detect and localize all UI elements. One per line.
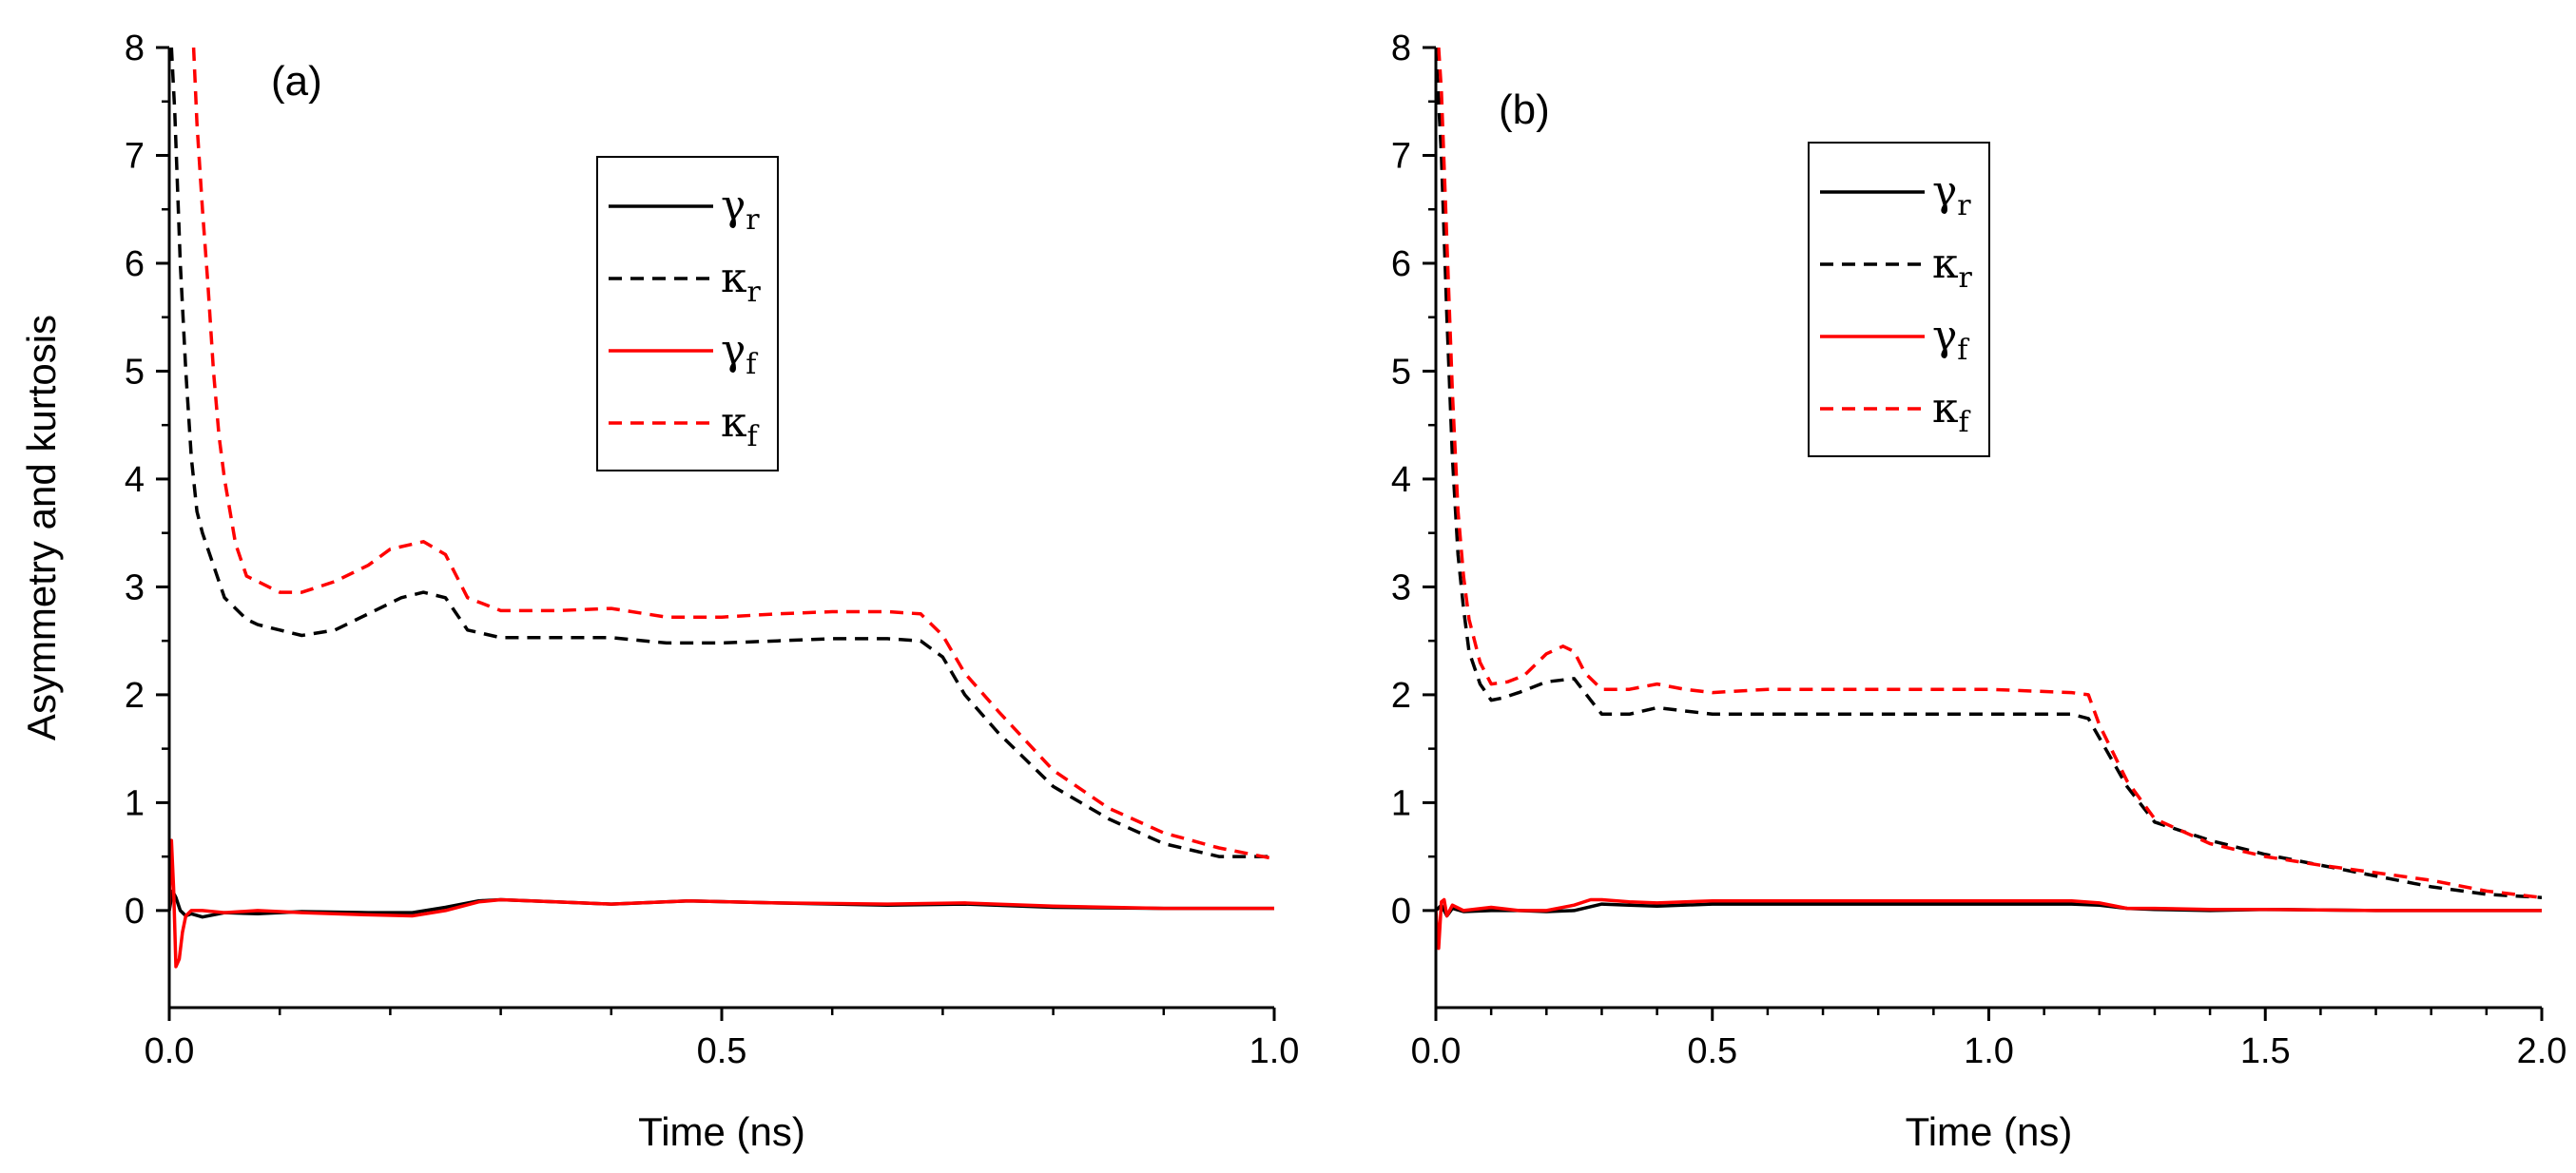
y-tick-label: 0 — [1391, 892, 1411, 932]
panel-label: (a) — [271, 58, 322, 105]
y-tick-label: 1 — [1391, 783, 1411, 823]
legend-box — [1808, 142, 1990, 457]
y-tick-label: 7 — [125, 136, 145, 176]
y-tick-label: 5 — [1391, 352, 1411, 392]
y-tick-label: 2 — [125, 676, 145, 716]
x-axis-title: Time (ns) — [1906, 1109, 2073, 1154]
series-line-κ-f — [1437, 48, 2542, 899]
x-tick-label: 0.0 — [145, 1031, 195, 1071]
y-tick-label: 3 — [1391, 567, 1411, 607]
legend-label: κr — [1932, 240, 1973, 295]
y-tick-label: 3 — [125, 567, 145, 607]
y-tick-label: 4 — [125, 460, 145, 500]
legend-label: κr — [721, 254, 762, 309]
y-axis-title: Asymmetry and kurtosis — [19, 315, 64, 740]
panel-b: 0 1 2 3 4 5 6 7 8 0.0 0.5 1.0 1.5 2.0 Time (ns) (b) γr κr… — [1391, 29, 2567, 1154]
series-line-γ-f — [169, 838, 1274, 969]
x-tick-label: 1.0 — [1964, 1031, 2014, 1071]
y-tick-label: 6 — [125, 244, 145, 284]
x-tick-label: 1.0 — [1249, 1031, 1300, 1071]
y-tick-label: 8 — [125, 29, 145, 68]
plot-area — [169, 48, 1274, 969]
series-line-κ-r — [169, 48, 1274, 858]
legend-label: γr — [721, 182, 760, 237]
y-tick-label: 0 — [125, 892, 145, 932]
panel-label: (b) — [1499, 87, 1550, 133]
y-tick-label: 5 — [125, 352, 145, 392]
legend-label: γf — [1932, 312, 1969, 367]
series-line-κ-r — [1436, 48, 2542, 899]
legend-label: γf — [721, 326, 758, 381]
legend-box — [596, 156, 779, 471]
legend: γr κr γf κf — [596, 156, 779, 471]
legend-label: κf — [1932, 384, 1971, 439]
x-tick-label: 1.5 — [2240, 1031, 2291, 1071]
x-tick-label: 0.5 — [1687, 1031, 1737, 1071]
series-line-κ-f — [191, 48, 1274, 861]
legend-label: γr — [1932, 167, 1971, 222]
x-tick-label: 0.0 — [1411, 1031, 1462, 1071]
x-tick-label: 2.0 — [2517, 1031, 2567, 1071]
y-tick-label: 1 — [125, 783, 145, 823]
legend-label: κf — [721, 398, 760, 453]
legend: γr κr γf κf — [1808, 142, 1990, 457]
plot-area — [1436, 48, 2542, 951]
x-tick-label: 0.5 — [697, 1031, 747, 1071]
y-tick-label: 8 — [1391, 29, 1411, 68]
panel-a: 0 1 2 3 4 5 6 7 8 0.0 0.5 1.0 Time (ns) Asymmetry and… — [19, 29, 1299, 1154]
y-tick-label: 7 — [1391, 136, 1411, 176]
y-tick-label: 4 — [1391, 460, 1411, 500]
series-line-γ-f — [1436, 897, 2542, 951]
y-tick-label: 2 — [1391, 676, 1411, 716]
x-axis-title: Time (ns) — [638, 1109, 805, 1154]
y-tick-label: 6 — [1391, 244, 1411, 284]
